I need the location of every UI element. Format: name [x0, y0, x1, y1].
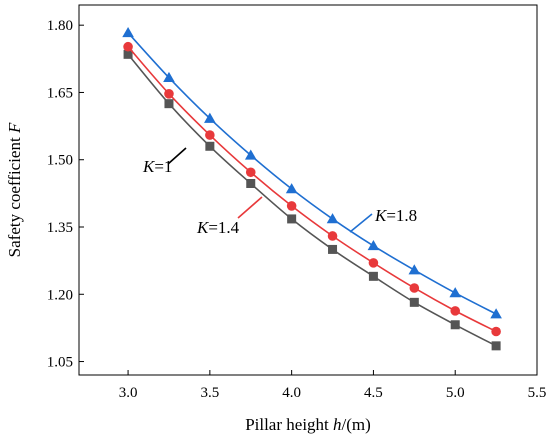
data-point-k-1-8 [244, 149, 257, 160]
series-line-k-1-8 [127, 32, 497, 315]
y-tick-label: 1.05 [47, 355, 73, 371]
data-point-k-1-8 [408, 264, 421, 275]
series-k-1-4 [123, 41, 501, 337]
data-point-k-1-8 [367, 240, 380, 251]
data-point-k-1-8 [122, 27, 134, 38]
data-point-k-1-8 [490, 308, 502, 319]
data-point-k-1-4 [491, 326, 501, 337]
x-tick-label: 4.5 [364, 385, 383, 401]
data-point-k-1-4 [286, 201, 297, 211]
data-point-k-1-8 [285, 183, 298, 194]
data-point-k-1 [368, 271, 378, 281]
annotation-label: K=1.4 [196, 218, 240, 237]
axis-ticks: 3.0 3.5 4.0 4.5 5.0 5.5 1.05 1.20 1.35 1.50 1.65 1.… [47, 18, 547, 401]
x-tick-label: 5.0 [446, 385, 465, 401]
data-point-k-1 [246, 178, 256, 188]
x-axis-title: Pillar height h/(m) [245, 415, 371, 434]
data-point-k-1-4 [409, 283, 420, 293]
x-tick-label: 3.0 [119, 385, 138, 401]
data-point-k-1-8 [449, 287, 462, 298]
y-tick-label: 1.20 [47, 287, 73, 303]
data-point-k-1-4 [450, 306, 461, 316]
data-point-k-1-8 [163, 71, 175, 83]
series-line-k-1 [127, 53, 497, 347]
y-tick-label: 1.35 [47, 220, 73, 236]
series-layer [122, 27, 502, 351]
y-tick-label: 1.50 [47, 153, 73, 169]
series-k-1-8 [122, 27, 502, 319]
annotation-k-1-4: K=1.4 [196, 196, 263, 237]
x-tick-label: 5.5 [528, 385, 547, 401]
series-line-k-1-4 [127, 46, 497, 333]
annotation-pointer [349, 213, 373, 233]
annotation-pointer [167, 147, 187, 165]
y-tick-label: 1.65 [47, 85, 73, 101]
annotation-layer: K=1 K=1.4 K=1.8 [142, 147, 417, 237]
annotation-pointer [237, 196, 263, 219]
plot-frame [78, 4, 538, 376]
data-point-k-1-8 [326, 213, 339, 224]
x-tick-label: 3.5 [200, 385, 219, 401]
data-point-k-1 [450, 320, 460, 330]
y-tick-label: 1.80 [47, 18, 73, 34]
data-point-k-1 [205, 141, 215, 151]
x-tick-label: 4.0 [282, 385, 301, 401]
data-point-k-1 [409, 297, 419, 307]
data-point-k-1 [491, 341, 501, 351]
data-point-k-1 [164, 99, 174, 109]
data-point-k-1-8 [204, 112, 216, 123]
data-point-k-1 [287, 214, 297, 224]
data-point-k-1-4 [164, 89, 174, 99]
annotation-label: K=1.8 [374, 206, 417, 225]
annotation-label: K=1 [142, 157, 172, 176]
data-point-k-1-4 [123, 41, 133, 52]
y-axis-title: Safety coefficient F [5, 122, 24, 257]
series-k-1 [123, 49, 501, 351]
annotation-k-1: K=1 [142, 147, 187, 176]
data-point-k-1-4 [327, 231, 338, 241]
data-point-k-1-4 [245, 167, 256, 178]
data-point-k-1 [328, 244, 338, 254]
data-point-k-1-4 [205, 130, 215, 140]
data-point-k-1 [123, 49, 133, 59]
data-point-k-1-4 [368, 258, 379, 268]
annotation-k-1-8: K=1.8 [349, 206, 417, 233]
